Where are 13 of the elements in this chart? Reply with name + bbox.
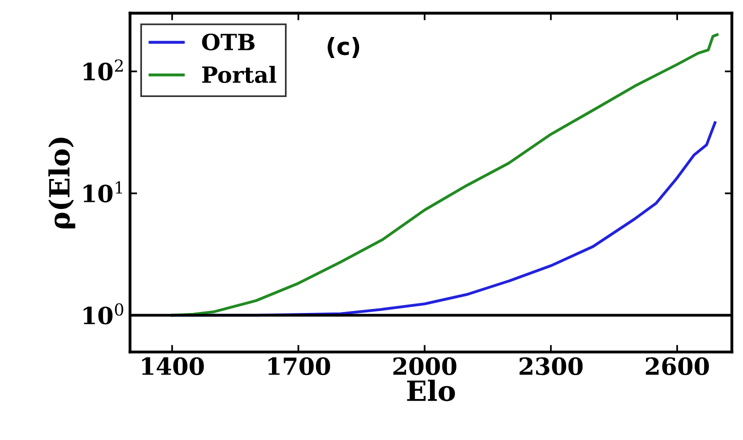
x-tick-label: 2600 <box>646 357 709 376</box>
y-tick-label: 10$^{2}$ <box>84 59 123 81</box>
x-tick-label: 2000 <box>393 357 456 376</box>
y-axis-title: ρ(Elo) <box>48 138 76 228</box>
x-axis-title: Elo <box>407 380 455 402</box>
annotation: (c) <box>328 36 360 58</box>
y-tick-label: 10$^{1}$ <box>84 181 122 202</box>
x-tick-label: 2300 <box>520 357 583 376</box>
x-tick-label: 1700 <box>268 357 330 376</box>
legend-label: Portal <box>202 66 276 84</box>
x-tick-label: 1400 <box>142 357 204 376</box>
y-tick-label: 10$^{0}$ <box>84 303 124 324</box>
legend-label: OTB <box>202 34 255 50</box>
